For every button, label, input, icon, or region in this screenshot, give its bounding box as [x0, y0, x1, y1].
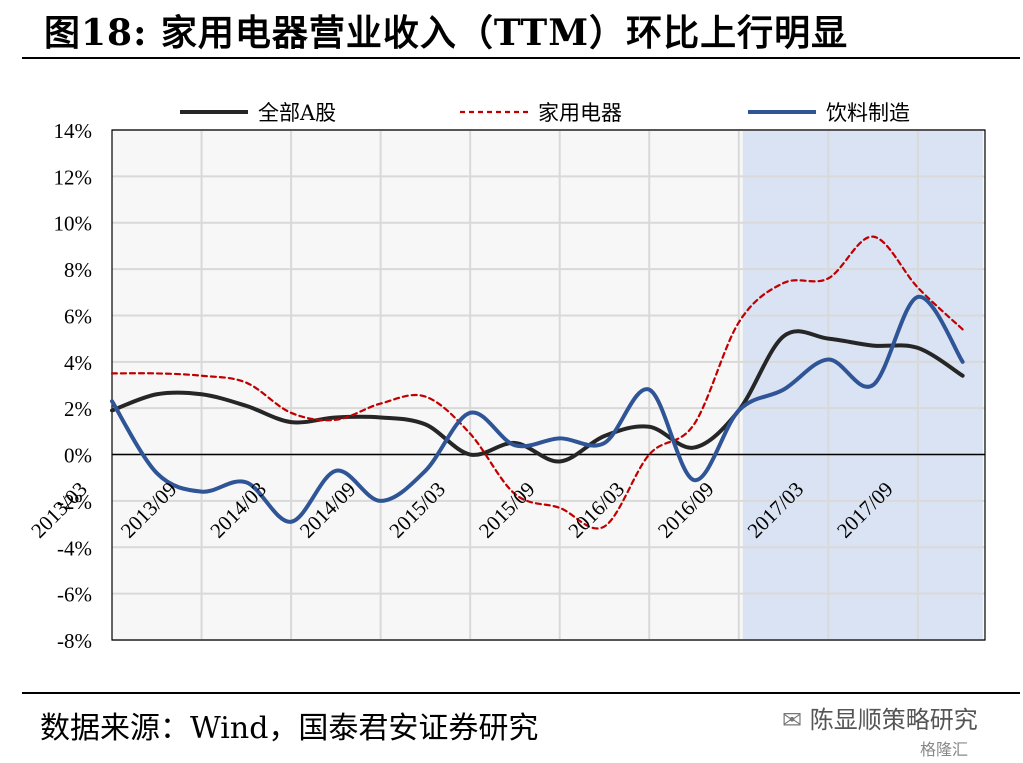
legend-label: 全部A股	[258, 101, 336, 125]
y-tick-label: 12%	[54, 165, 93, 189]
y-axis-tick-labels: 14% 12% 10% 8% 6% 4% 2% 0% -2% -4% -6% -8%	[54, 119, 93, 653]
line-chart: 14%12%10%8%6%4%2%0%-2%-4%-6%-8% 2013/03 2…	[26, 101, 986, 653]
watermark-logo: 格隆汇	[920, 736, 968, 760]
watermark-text: ✉ 陈显顺策略研究	[782, 700, 978, 735]
legend: 全部A股 家用电器 饮料制造	[180, 101, 910, 125]
y-tick-label: 6%	[64, 304, 92, 328]
y-tick-label: 8%	[64, 258, 92, 282]
title-divider	[22, 57, 1020, 59]
y-tick-label: -2%	[57, 490, 92, 514]
footer-divider	[22, 692, 1020, 694]
y-tick-label: 14%	[54, 119, 93, 143]
plot-border	[111, 129, 986, 641]
y-tick-label: -4%	[57, 536, 92, 560]
series-line-2	[110, 235, 964, 530]
y-tick-label: 2%	[64, 397, 92, 421]
y-tick-label: 10%	[54, 212, 93, 236]
chart-title: 图18: 家用电器营业收入（TTM）环比上行明显	[44, 12, 849, 54]
y-tick-label: 4%	[64, 351, 92, 375]
watermark-label: 陈显顺策略研究	[809, 706, 978, 734]
y-tick-label: 0%	[64, 444, 92, 468]
series-line-3	[110, 294, 965, 524]
series-line-1	[110, 329, 965, 464]
legend-label: 家用电器	[538, 101, 622, 125]
series-lines	[110, 235, 965, 530]
axes	[111, 129, 986, 641]
y-tick-label: -6%	[57, 583, 92, 607]
wechat-icon: ✉	[782, 706, 803, 734]
data-source-note: 数据来源：Wind，国泰君安证券研究	[40, 711, 539, 746]
watermark-logo-label: 格隆汇	[920, 740, 969, 759]
legend-label: 饮料制造	[826, 101, 910, 125]
y-tick-label: -8%	[57, 629, 92, 653]
